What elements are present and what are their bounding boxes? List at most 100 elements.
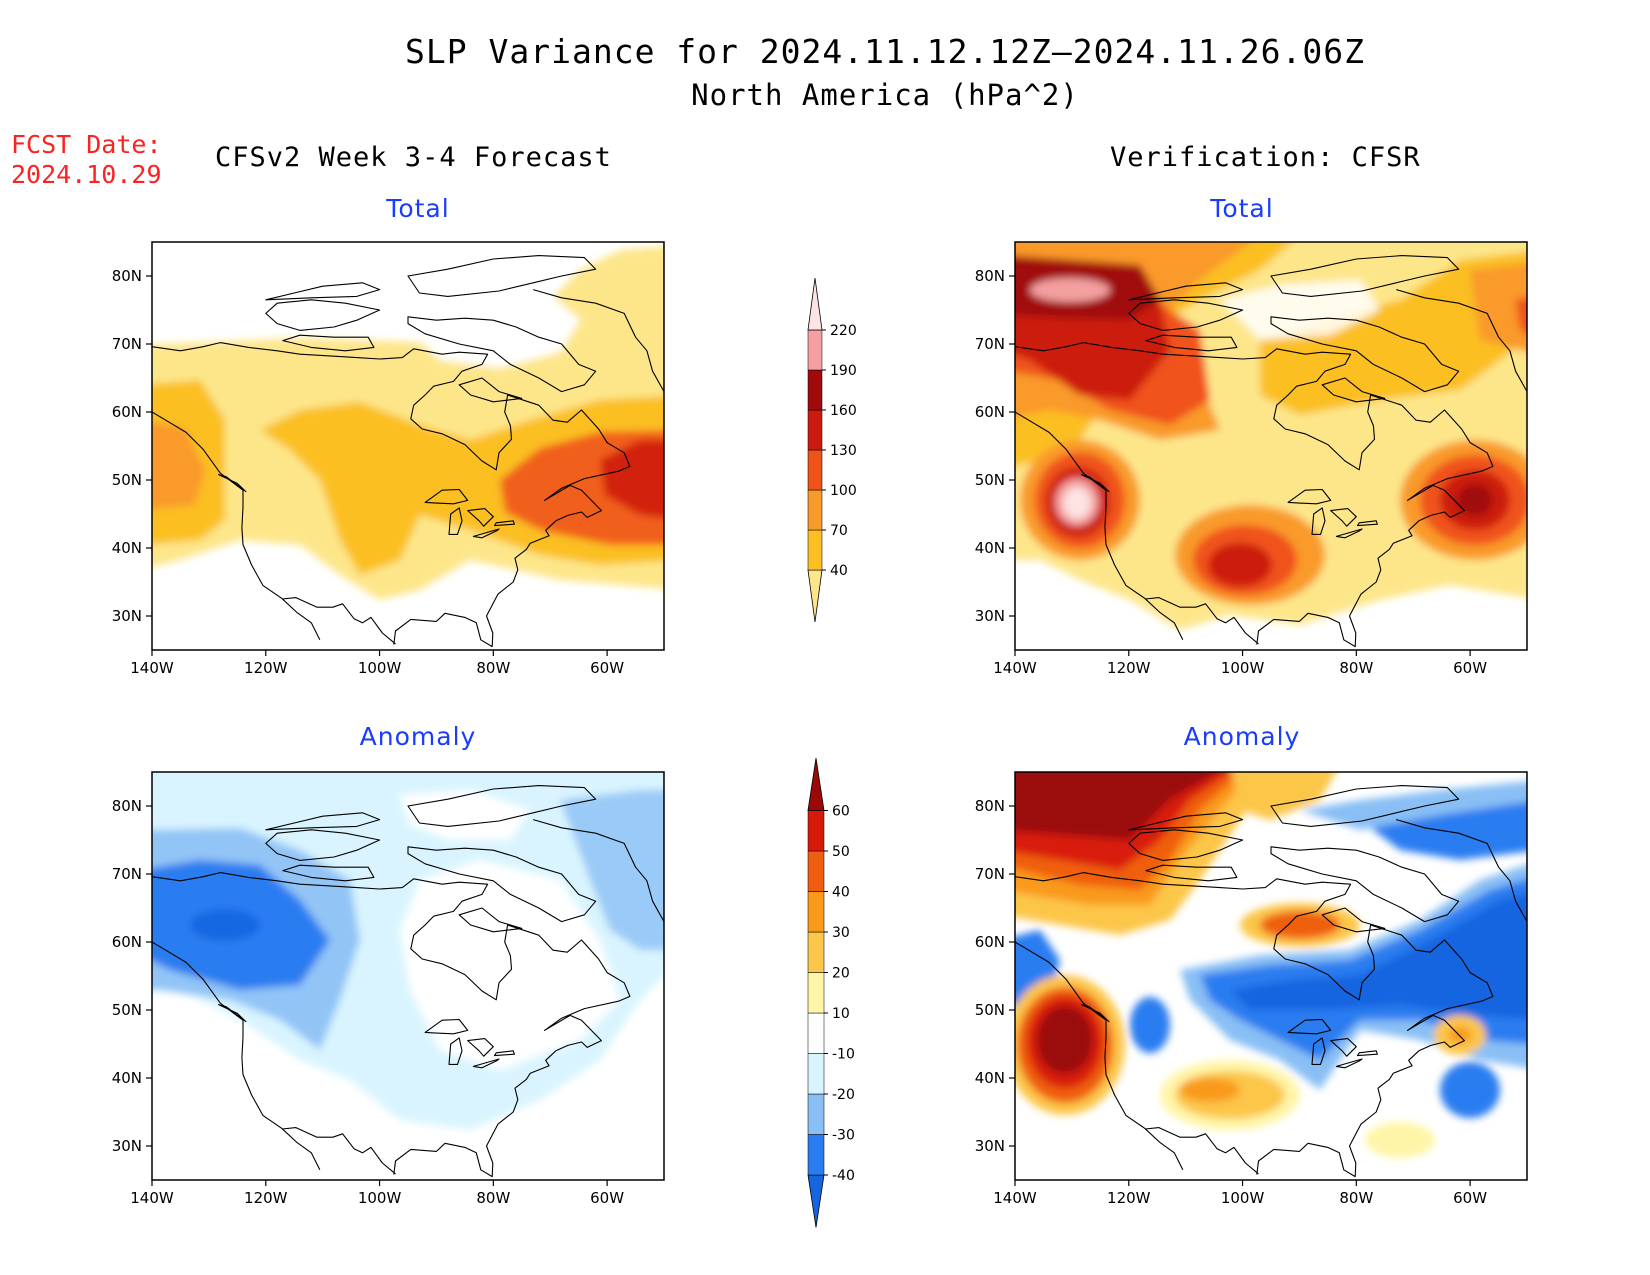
verification-column-heading: Verification: CFSR xyxy=(1110,142,1421,173)
verif-total-map: 80N 70N 60N 50N 40N 30N 140W 120W 100W 80W 60W xyxy=(975,241,1528,677)
fcst-anomaly-field xyxy=(152,772,664,1180)
coastline xyxy=(1311,507,1326,535)
lon-tick-label: 120W xyxy=(244,659,288,677)
coastline xyxy=(1270,846,1460,923)
lat-tick-label: 70N xyxy=(112,865,142,883)
coastline xyxy=(1335,1058,1363,1069)
colorbar-segment xyxy=(807,931,825,973)
lon-tick-label: 100W xyxy=(358,1189,402,1207)
coastline xyxy=(1356,520,1378,527)
lat-tick-label: 70N xyxy=(975,865,1005,883)
lat-tick-label: 80N xyxy=(975,267,1005,285)
colorbar-label: 190 xyxy=(830,363,857,379)
lat-tick-label: 40N xyxy=(975,1069,1005,1087)
panel-title-verif-total: Total xyxy=(1210,194,1274,223)
lon-tick-label: 80W xyxy=(476,659,510,677)
colorbar-label: 130 xyxy=(830,443,857,459)
colorbar-cap-bottom xyxy=(807,569,823,623)
coastline xyxy=(1081,474,1110,493)
coastline xyxy=(152,411,321,641)
lat-tick-label: 40N xyxy=(975,539,1005,557)
colorbar-segment xyxy=(807,1093,825,1135)
lon-tick-label: 60W xyxy=(1453,1189,1487,1207)
coastline xyxy=(282,1127,396,1175)
colorbar-label: 30 xyxy=(832,925,850,941)
coastline xyxy=(1015,872,1494,1178)
coastline xyxy=(218,474,247,493)
fcst-total-frame xyxy=(151,241,665,651)
lon-tick-label: 100W xyxy=(1221,1189,1265,1207)
coastline xyxy=(152,342,631,648)
colorbar-label: 160 xyxy=(830,403,857,419)
lat-tick-label: 50N xyxy=(975,471,1005,489)
lat-tick-label: 30N xyxy=(112,607,142,625)
coastline xyxy=(472,1058,500,1069)
colorbar-segment xyxy=(807,529,823,571)
coastline xyxy=(152,941,321,1171)
lat-tick-label: 80N xyxy=(975,797,1005,815)
panel-title-fcst-total: Total xyxy=(386,194,450,223)
verif-total-coastlines xyxy=(1015,242,1527,648)
fcst-anomaly-map: 80N 70N 60N 50N 40N 30N 140W 120W 100W 80W 60W xyxy=(112,771,665,1207)
lon-tick-label: 140W xyxy=(130,1189,174,1207)
coastline xyxy=(407,785,597,827)
colorbar-cap-top xyxy=(807,757,825,811)
coastline xyxy=(1330,508,1357,527)
verif-anomaly-field xyxy=(1015,772,1527,1180)
lat-tick-label: 60N xyxy=(975,933,1005,951)
coastline xyxy=(533,772,664,926)
fcst-anomaly-frame xyxy=(151,771,665,1181)
coastline xyxy=(1015,411,1184,641)
lon-tick-label: 120W xyxy=(1107,659,1151,677)
lat-tick-label: 40N xyxy=(112,1069,142,1087)
coastline xyxy=(218,1004,247,1023)
coastline xyxy=(152,872,631,1178)
lat-tick-label: 70N xyxy=(975,335,1005,353)
coastline xyxy=(1015,342,1494,648)
lat-tick-label: 30N xyxy=(112,1137,142,1155)
coastline xyxy=(407,846,597,923)
coastline xyxy=(1321,907,1386,933)
colorbar-label: 20 xyxy=(832,966,850,982)
colorbar-segment xyxy=(807,489,823,531)
colorbar-segment xyxy=(807,1012,825,1054)
fcst-anomaly-coastlines xyxy=(152,772,664,1178)
fcst-total-field xyxy=(152,242,664,650)
coastline xyxy=(1081,1004,1110,1023)
coastline xyxy=(493,1050,515,1057)
coastline xyxy=(1270,316,1460,393)
coastline xyxy=(493,520,515,527)
lon-tick-label: 140W xyxy=(130,659,174,677)
verif-total-frame xyxy=(1014,241,1528,651)
coastline xyxy=(1128,829,1244,861)
coastline xyxy=(1128,299,1244,331)
lon-tick-label: 140W xyxy=(993,659,1037,677)
colorbar-label: 60 xyxy=(832,804,850,820)
lon-tick-label: 60W xyxy=(1453,659,1487,677)
colorbar-label: 40 xyxy=(832,885,850,901)
verif-anomaly-frame xyxy=(1014,771,1528,1181)
figure-title: SLP Variance for 2024.11.12.12Z–2024.11.… xyxy=(405,32,1365,71)
coastline xyxy=(1335,528,1363,539)
colorbar-label: -20 xyxy=(832,1087,855,1103)
coastline xyxy=(1396,242,1527,396)
lat-tick-label: 30N xyxy=(975,1137,1005,1155)
coastline xyxy=(448,1037,463,1065)
colorbar-segment xyxy=(807,972,825,1014)
lon-tick-label: 60W xyxy=(590,1189,624,1207)
coastline xyxy=(467,508,494,527)
lat-tick-label: 30N xyxy=(975,607,1005,625)
coastline xyxy=(467,1038,494,1057)
coastline xyxy=(448,507,463,535)
lon-tick-label: 80W xyxy=(1339,1189,1373,1207)
lat-tick-label: 80N xyxy=(112,267,142,285)
lon-tick-label: 120W xyxy=(1107,1189,1151,1207)
colorbar-segment xyxy=(807,409,823,451)
lon-tick-label: 80W xyxy=(476,1189,510,1207)
colorbar-segment xyxy=(807,369,823,411)
lat-tick-label: 50N xyxy=(112,1001,142,1019)
coastline xyxy=(282,597,396,645)
coastline xyxy=(1396,772,1527,926)
colorbar-label: 50 xyxy=(832,844,850,860)
